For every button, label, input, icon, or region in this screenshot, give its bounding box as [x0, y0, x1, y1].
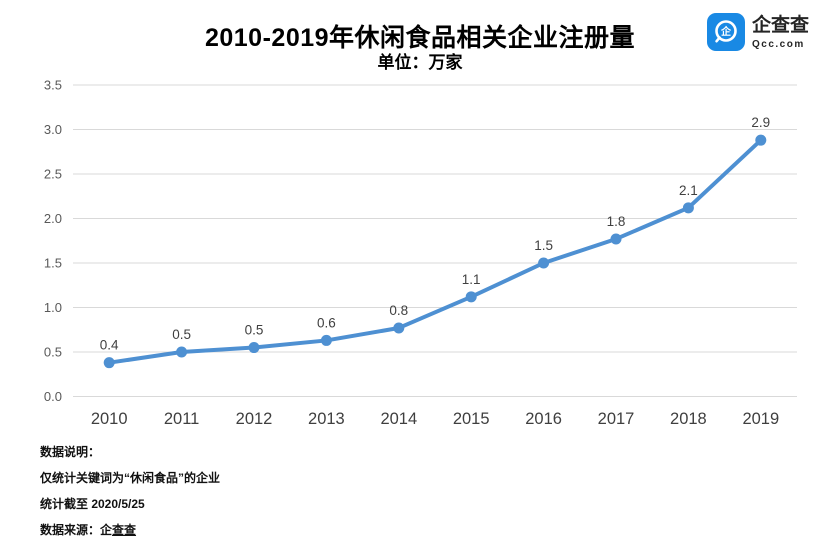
qcc-logo: 企 企查查 Qcc.com	[707, 13, 809, 51]
data-point-marker	[320, 334, 332, 346]
data-point-marker	[682, 202, 694, 214]
x-axis-label: 2013	[308, 410, 345, 428]
y-axis-tick-label: 2.0	[44, 211, 62, 226]
data-point-marker	[176, 346, 188, 358]
data-point-marker	[393, 322, 405, 334]
logo-domain-text: Qcc.com	[752, 39, 805, 50]
logo-text-block: 企查查 Qcc.com	[752, 13, 809, 50]
note-data-description: 数据说明：	[40, 445, 101, 459]
data-point-label: 1.1	[462, 272, 481, 287]
data-point-label: 2.9	[751, 115, 770, 130]
data-point-label: 2.1	[679, 183, 698, 198]
data-point-marker	[538, 257, 550, 269]
y-axis-tick-label: 1.5	[44, 256, 62, 271]
chart-title: 2010-2019年休闲食品相关企业注册量	[204, 24, 636, 52]
data-point-marker	[755, 134, 767, 146]
qcc-magnifier-icon: 企	[707, 13, 745, 51]
x-axis-label: 2015	[453, 410, 490, 428]
data-point-marker	[248, 342, 260, 354]
y-axis-tick-label: 3.5	[44, 78, 62, 93]
x-axis-label: 2016	[525, 410, 562, 428]
data-line	[107, 138, 763, 365]
data-point-label: 0.5	[245, 323, 264, 338]
data-point-label: 0.4	[100, 338, 119, 353]
x-axis-label: 2017	[598, 410, 635, 428]
x-axis-label: 2014	[380, 410, 417, 428]
chart-notes: 数据说明： 仅统计关键词为“休闲食品”的企业 统计截至 2020/5/25 数据…	[40, 442, 220, 546]
data-point-label: 1.8	[607, 214, 626, 229]
logo-brand-text: 企查查	[752, 15, 810, 36]
svg-text:企: 企	[720, 25, 732, 38]
x-axis-label: 2012	[236, 410, 273, 428]
y-axis-tick-label: 1.0	[44, 300, 62, 315]
note-source-prefix: 数据来源：企	[40, 523, 113, 537]
x-axis-label: 2019	[742, 410, 779, 428]
x-axis-label: 2018	[670, 410, 707, 428]
data-point-label: 0.8	[389, 303, 408, 318]
y-axis-tick-label: 0.0	[44, 389, 62, 404]
chart-unit-label: 单位：万家	[377, 53, 463, 72]
data-point-label: 1.5	[534, 238, 553, 253]
x-axis-label: 2010	[91, 410, 128, 428]
y-axis-tick-label: 3.0	[44, 122, 62, 137]
note-source-link-text: 查查	[112, 523, 137, 537]
data-point-marker	[610, 233, 622, 245]
data-point-label: 0.5	[172, 327, 191, 342]
y-axis-tick-label: 0.5	[44, 345, 62, 360]
data-point-label: 0.6	[317, 315, 336, 330]
note-data-source: 数据来源：企查查	[40, 520, 220, 546]
note-cutoff-date: 统计截至 2020/5/25	[40, 497, 145, 511]
note-keyword-scope: 仅统计关键词为“休闲食品”的企业	[40, 471, 221, 485]
data-point-marker	[465, 291, 477, 303]
x-axis-label: 2011	[164, 410, 199, 428]
data-point-marker	[103, 357, 115, 369]
y-axis-tick-label: 2.5	[44, 167, 62, 182]
